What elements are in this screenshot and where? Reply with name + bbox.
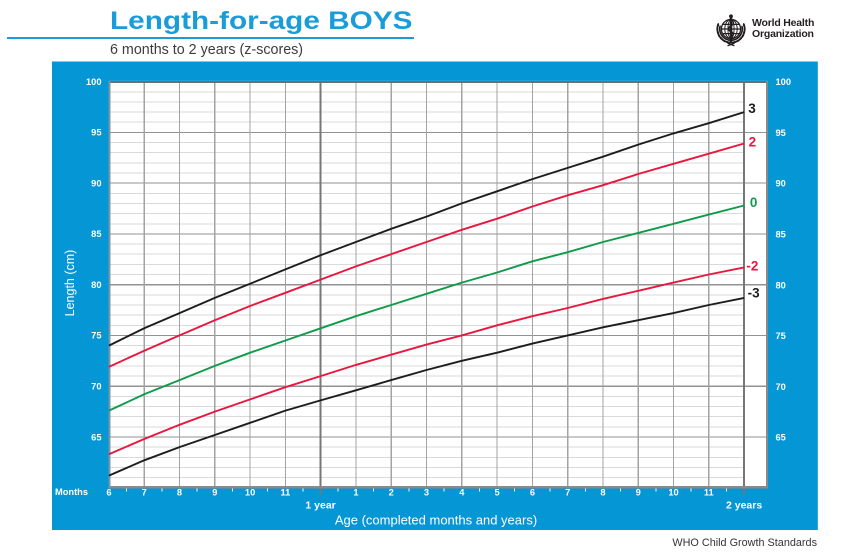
svg-text:80: 80 [776,280,786,290]
svg-text:7: 7 [565,488,570,498]
svg-text:70: 70 [91,382,101,392]
svg-text:10: 10 [668,488,678,498]
svg-text:0: 0 [750,195,758,210]
svg-text:3: 3 [748,101,756,116]
svg-text:95: 95 [776,128,786,138]
svg-text:95: 95 [91,128,101,138]
svg-text:6: 6 [530,488,535,498]
svg-text:1: 1 [353,488,358,498]
svg-text:75: 75 [776,331,786,341]
svg-text:100: 100 [86,77,102,87]
svg-text:6: 6 [106,488,111,498]
svg-text:-2: -2 [746,259,758,274]
svg-text:Months: Months [55,487,88,497]
svg-text:Length (cm): Length (cm) [63,250,77,317]
svg-text:100: 100 [776,77,792,87]
svg-text:8: 8 [177,488,182,498]
svg-text:65: 65 [776,433,786,443]
svg-text:2 years: 2 years [726,500,762,512]
svg-text:85: 85 [91,229,101,239]
svg-text:80: 80 [91,280,101,290]
svg-text:5: 5 [495,488,500,498]
svg-text:9: 9 [636,488,641,498]
svg-text:10: 10 [245,488,255,498]
svg-text:90: 90 [91,178,101,188]
svg-text:90: 90 [776,179,786,189]
svg-text:4: 4 [459,488,465,498]
svg-text:Age (completed months and year: Age (completed months and years) [335,513,537,528]
svg-text:70: 70 [776,382,786,392]
svg-text:-3: -3 [748,286,760,301]
svg-text:7: 7 [142,488,147,498]
svg-text:85: 85 [776,230,786,240]
svg-text:1 year: 1 year [305,500,335,512]
svg-text:8: 8 [600,488,605,498]
svg-text:65: 65 [91,432,101,442]
svg-text:75: 75 [91,331,101,341]
svg-text:11: 11 [280,488,290,498]
svg-text:2: 2 [389,488,394,498]
svg-text:9: 9 [212,488,217,498]
svg-text:11: 11 [704,488,714,498]
svg-text:3: 3 [424,488,429,498]
svg-text:2: 2 [749,134,757,149]
